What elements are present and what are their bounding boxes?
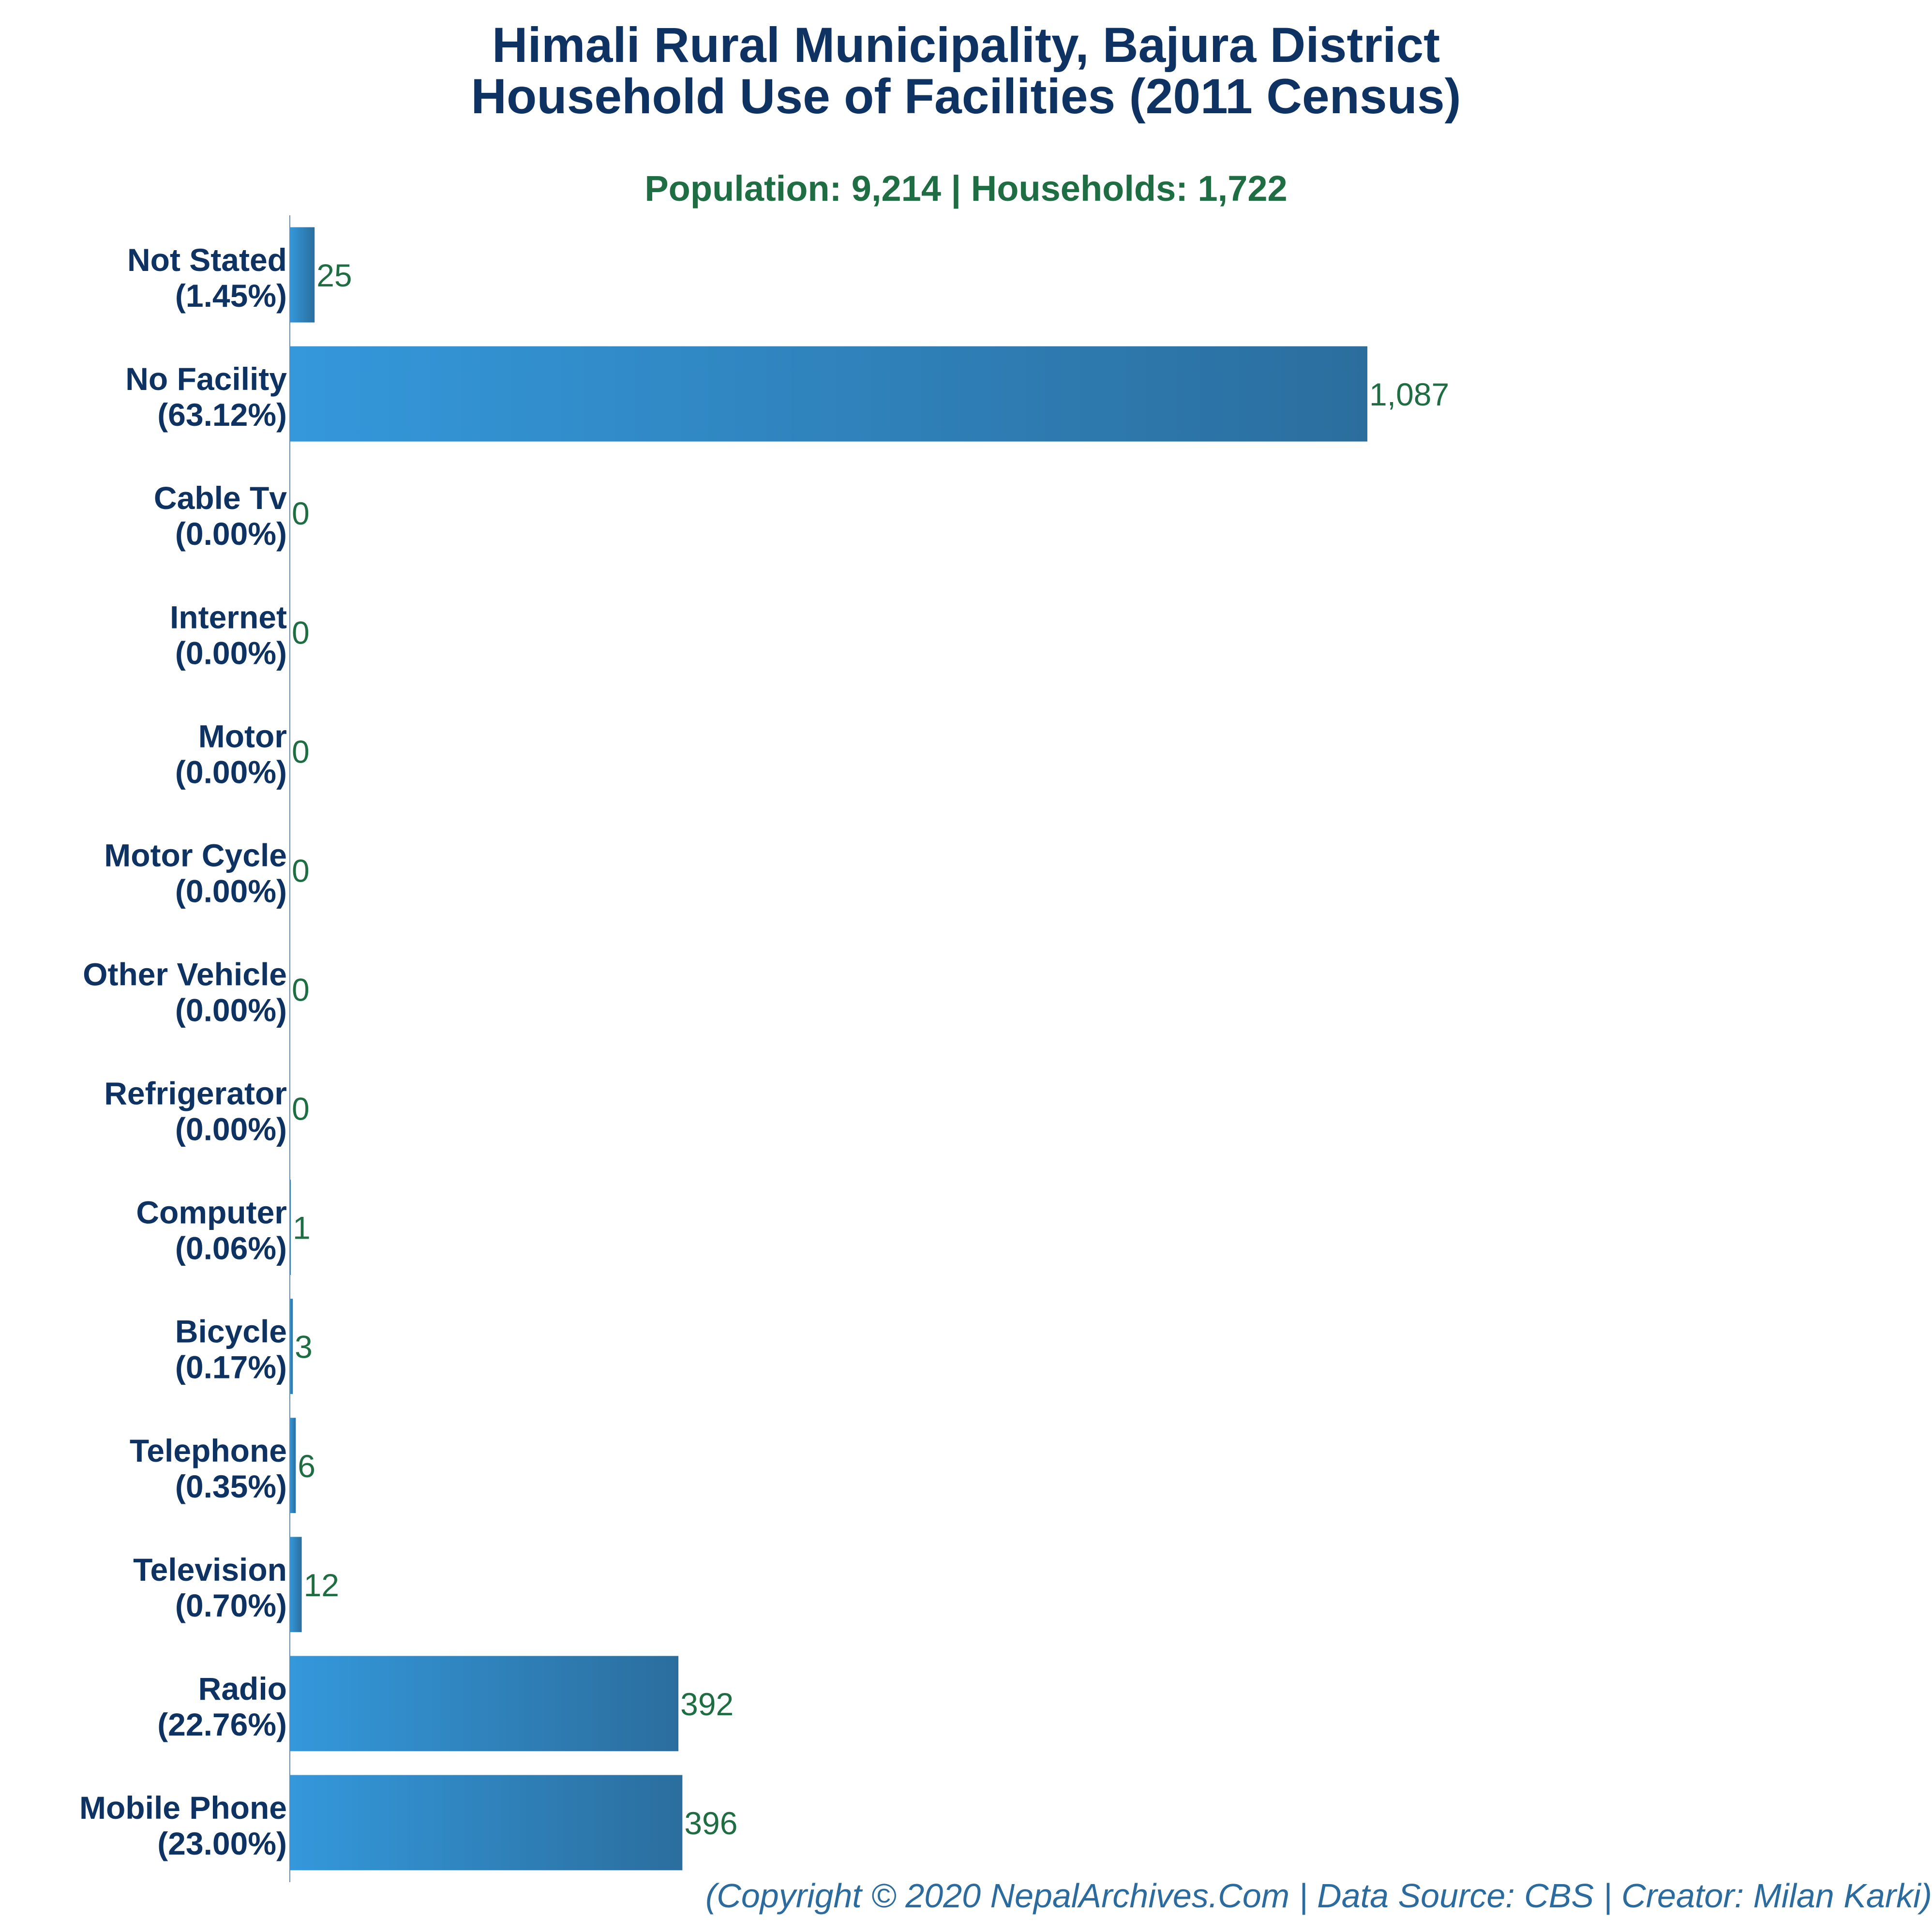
bars-group: 25 Not Stated(1.45%) 1,087 No Facility(63.1… [79, 227, 1449, 1871]
value-label: 25 [316, 257, 352, 293]
bar-bicycle [290, 1299, 293, 1394]
percent-label: (0.00%) [175, 635, 287, 671]
category-label: Radio [198, 1671, 287, 1707]
category-label: Motor Cycle [104, 837, 287, 873]
bar-telephone [290, 1418, 296, 1513]
bar-radio [290, 1656, 679, 1752]
percent-label: (0.00%) [175, 873, 287, 909]
percent-label: (1.45%) [175, 278, 287, 314]
value-label: 1,087 [1369, 376, 1449, 412]
value-label: 0 [292, 614, 310, 650]
category-label: Internet [170, 599, 287, 635]
category-label: Bicycle [175, 1314, 287, 1349]
chart-footer: (Copyright © 2020 NepalArchives.Com | Da… [705, 1877, 1932, 1915]
percent-label: (0.00%) [175, 754, 287, 790]
bar-computer [290, 1180, 291, 1275]
value-label: 0 [292, 972, 310, 1007]
category-label: Computer [136, 1195, 287, 1230]
value-label: 0 [292, 1091, 310, 1127]
percent-label: (0.70%) [175, 1588, 287, 1623]
category-label: No Facility [125, 361, 287, 397]
chart-title: Himali Rural Municipality, Bajura Distri… [492, 17, 1440, 73]
category-label: Telephone [130, 1433, 287, 1468]
category-label: Mobile Phone [79, 1790, 287, 1826]
percent-label: (0.06%) [175, 1230, 287, 1266]
value-label: 0 [292, 495, 310, 531]
category-label: Not Stated [127, 242, 287, 278]
value-label: 392 [680, 1686, 734, 1722]
category-label: Refrigerator [104, 1076, 287, 1111]
percent-label: (0.35%) [175, 1468, 287, 1504]
value-label: 12 [304, 1567, 339, 1603]
percent-label: (22.76%) [157, 1707, 287, 1742]
value-label: 3 [295, 1329, 313, 1365]
value-label: 6 [298, 1448, 315, 1484]
bar-television [290, 1537, 302, 1632]
category-label: Other Vehicle [83, 956, 287, 992]
value-label: 1 [293, 1210, 311, 1246]
value-label: 396 [684, 1805, 737, 1841]
category-label: Motor [198, 718, 287, 754]
percent-label: (0.00%) [175, 1111, 287, 1147]
chart-title-line2: Household Use of Facilities (2011 Census… [471, 69, 1461, 124]
value-label: 0 [292, 734, 310, 769]
percent-label: (0.00%) [175, 516, 287, 552]
category-label: Television [133, 1552, 287, 1588]
bar-mobile-phone [290, 1775, 683, 1871]
category-label: Cable Tv [154, 480, 287, 516]
bar-no-facility [290, 346, 1368, 442]
percent-label: (63.12%) [157, 397, 287, 433]
chart-subtitle: Population: 9,214 | Households: 1,722 [644, 168, 1288, 209]
bar-not-stated [290, 227, 315, 323]
value-label: 0 [292, 853, 310, 888]
percent-label: (23.00%) [157, 1826, 287, 1861]
percent-label: (0.17%) [175, 1349, 287, 1385]
percent-label: (0.00%) [175, 992, 287, 1028]
